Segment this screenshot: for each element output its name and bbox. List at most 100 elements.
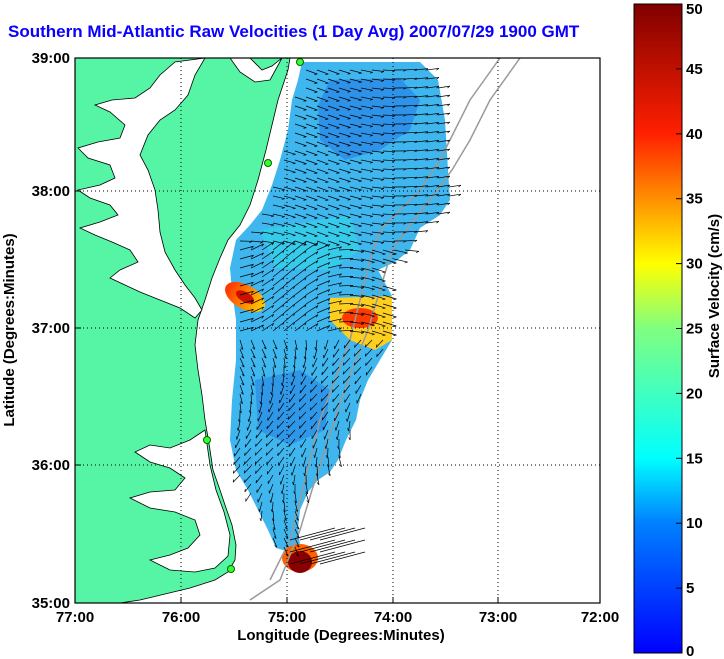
velocity-arrow-head [447, 94, 451, 98]
velocity-arrow-head [239, 410, 242, 414]
velocity-arrow-head [361, 287, 365, 290]
velocity-arrow-head [425, 113, 429, 116]
velocity-arrow [294, 204, 307, 210]
velocity-arrow [364, 348, 373, 357]
velocity-arrow [305, 159, 318, 165]
velocity-arrow-head [304, 277, 307, 281]
velocity-arrow-head [358, 135, 362, 138]
velocity-arrow [343, 384, 351, 394]
velocity-arrow [349, 69, 362, 74]
velocity-arrow [393, 258, 408, 263]
velocity-arrow [287, 420, 296, 429]
velocity-arrow [309, 539, 356, 553]
velocity-arrow [360, 78, 373, 82]
velocity-arrow-head [260, 392, 263, 396]
velocity-arrow-head [296, 554, 299, 557]
velocity-arrow-head [303, 208, 307, 210]
velocity-arrow-head [392, 151, 396, 154]
velocity-arrow-head [436, 77, 440, 80]
velocity-arrow-head [347, 172, 351, 174]
velocity-arrow-head [380, 161, 385, 163]
velocity-arrow-head [293, 258, 296, 262]
velocity-arrow-head [380, 170, 385, 172]
velocity-arrow [437, 103, 450, 107]
velocity-arrow [272, 258, 285, 269]
velocity-arrow-head [252, 374, 256, 377]
velocity-arrow-head [287, 434, 290, 438]
velocity-arrow [338, 123, 351, 128]
velocity-arrow [281, 483, 285, 494]
velocity-arrow-head [369, 197, 373, 200]
velocity-arrow [311, 429, 318, 439]
velocity-arrow-head [316, 278, 319, 282]
velocity-arrow [250, 279, 264, 287]
velocity-arrow [382, 204, 396, 207]
velocity-arrow-head [414, 122, 418, 126]
velocity-arrow [236, 429, 241, 440]
velocity-arrow-head [299, 425, 301, 429]
velocity-arrow [336, 429, 340, 440]
velocity-arrow-head [382, 307, 386, 310]
velocity-arrow [283, 501, 286, 512]
velocity-arrow [360, 150, 373, 154]
velocity-arrow-head [266, 434, 268, 438]
velocity-arrow-head [261, 279, 264, 283]
velocity-arrow [250, 402, 252, 414]
velocity-arrow-head [288, 443, 290, 447]
velocity-arrow [316, 150, 329, 156]
velocity-arrow [261, 295, 274, 305]
velocity-arrow-head [342, 371, 345, 375]
velocity-arrow-head [303, 199, 307, 201]
y-tick-label: 38:00 [32, 183, 70, 200]
velocity-arrow-head [325, 455, 328, 459]
velocity-arrow [327, 240, 340, 246]
velocity-arrow [371, 240, 384, 243]
velocity-arrow [294, 304, 307, 314]
velocity-arrow [437, 175, 450, 179]
velocity-arrow-head [244, 479, 246, 483]
velocity-arrow-head [247, 418, 250, 422]
velocity-arrow [320, 384, 329, 393]
velocity-arrow [371, 132, 384, 135]
velocity-arrow [349, 294, 364, 297]
velocity-arrow [294, 348, 297, 359]
velocity-arrow-head [347, 136, 351, 138]
velocity-arrow-head [292, 207, 296, 210]
velocity-arrow [316, 132, 329, 138]
velocity-arrow [327, 96, 340, 102]
velocity-arrow-head [316, 323, 319, 327]
velocity-arrow [314, 447, 318, 458]
velocity-arrow-head [303, 172, 307, 174]
velocity-arrow [327, 246, 342, 251]
velocity-arrow-head [271, 518, 275, 522]
velocity-arrow-head [281, 189, 285, 191]
velocity-arrow-head [358, 171, 362, 174]
velocity-arrow [304, 465, 307, 476]
velocity-arrow-head [303, 154, 307, 156]
velocity-arrow-head [425, 230, 429, 233]
velocity-arrow [371, 186, 384, 189]
velocity-arrow [333, 402, 340, 412]
velocity-arrow-head [292, 153, 296, 156]
velocity-arrow [344, 393, 351, 403]
pamlico-sound [128, 429, 231, 573]
velocity-arrow [327, 300, 342, 305]
velocity-arrow-head [358, 225, 362, 228]
velocity-arrow [426, 166, 439, 170]
velocity-arrow [426, 130, 439, 134]
velocity-arrow [375, 339, 384, 348]
velocity-arrow [250, 288, 264, 296]
velocity-arrow-head [358, 234, 362, 237]
velocity-arrow [322, 357, 329, 367]
velocity-arrow-head [261, 270, 264, 274]
velocity-arrow [234, 447, 241, 457]
velocity-arrow [250, 243, 264, 251]
velocity-arrow-head [369, 188, 373, 191]
velocity-arrow-head [358, 108, 362, 111]
velocity-arrow-head [382, 334, 386, 337]
velocity-arrow [289, 447, 296, 457]
velocity-arrow [404, 131, 417, 134]
velocity-arrow [437, 112, 450, 116]
velocity-arrow-head [414, 77, 418, 81]
velocity-arrow-head [380, 80, 385, 82]
